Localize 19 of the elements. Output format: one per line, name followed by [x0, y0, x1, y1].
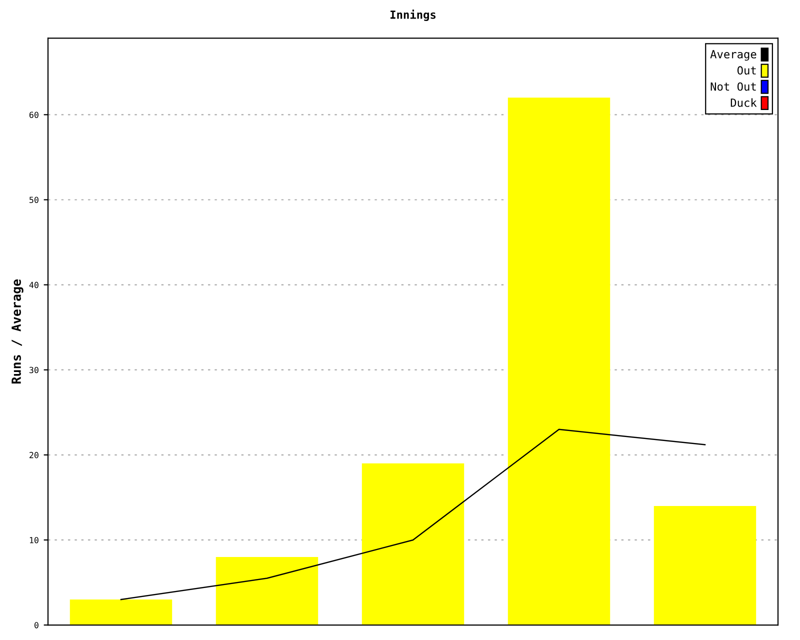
y-axis-title: Runs / Average — [12, 279, 24, 384]
legend-label: Not Out — [710, 82, 756, 91]
y-tick-label: 30 — [29, 366, 38, 374]
y-tick-label: 50 — [30, 196, 38, 204]
line-series — [120, 428, 706, 600]
bar — [216, 556, 318, 626]
y-tick-label: 60 — [29, 112, 38, 118]
legend-label: Average — [710, 50, 756, 61]
y-tick-label: 10 — [30, 536, 38, 544]
chart-title: Innings — [390, 10, 436, 21]
legend-label: Duck — [730, 98, 757, 107]
bar — [70, 600, 172, 626]
bar — [508, 98, 610, 626]
y-tick-label: 0 — [34, 622, 38, 628]
y-tick-label: 20 — [30, 452, 38, 458]
bar — [362, 463, 464, 626]
bar — [654, 506, 756, 626]
legend-label: Out — [737, 66, 756, 75]
y-tick-label: 40 — [29, 282, 38, 288]
